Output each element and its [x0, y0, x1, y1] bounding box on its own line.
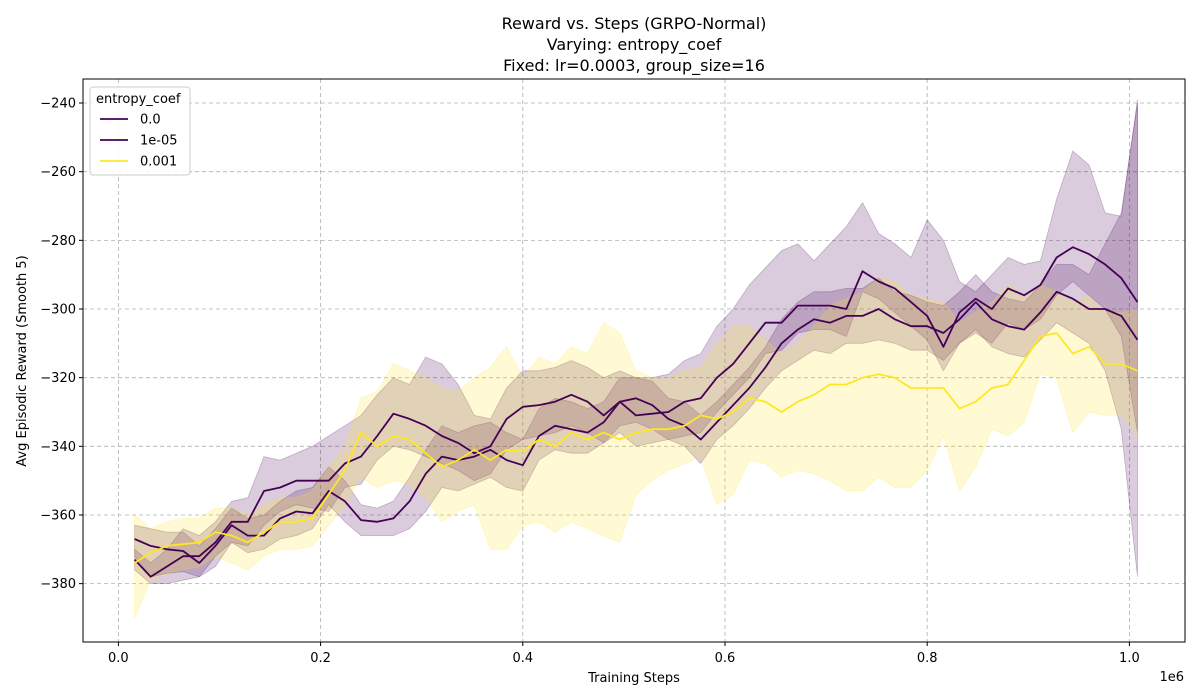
y-tick-label: −380: [40, 577, 76, 592]
legend-label-0: 0.0: [140, 113, 161, 128]
y-tick-label: −360: [40, 508, 76, 523]
x-axis-offset-label: 1e6: [1159, 670, 1184, 685]
x-tick-label: 0.6: [715, 651, 736, 666]
y-tick-label: −260: [40, 165, 76, 180]
legend: entropy_coef 0.0 1e-05 0.001: [89, 86, 191, 176]
y-tick-label: −320: [40, 371, 76, 386]
legend-title: entropy_coef: [96, 92, 181, 107]
legend-label-2: 0.001: [140, 155, 177, 170]
y-tick-label: −240: [40, 97, 76, 112]
title-line-2: Varying: entropy_coef: [547, 35, 722, 55]
x-tick-label: 0.4: [512, 651, 533, 666]
band-series-2: [134, 277, 1138, 619]
series-lines: [133, 246, 1139, 578]
line-series-1: [133, 246, 1139, 578]
line-series-2: [134, 332, 1138, 564]
legend-entries: 0.0 1e-05 0.001: [100, 113, 178, 170]
plot-frame: [82, 78, 1186, 643]
y-axis-ticks: −380 −360 −340 −320 −300 −280 −260 −240: [40, 97, 83, 592]
x-tick-label: 0.8: [917, 651, 938, 666]
band-series-1: [134, 99, 1138, 584]
title-line-1: Reward vs. Steps (GRPO-Normal): [502, 14, 767, 33]
x-tick-label: 1.0: [1119, 651, 1140, 666]
y-tick-label: −300: [40, 303, 76, 318]
x-axis-ticks: 0.0 0.2 0.4 0.6 0.8 1.0: [108, 642, 1140, 666]
chart-title: Reward vs. Steps (GRPO-Normal) Varying: …: [502, 14, 767, 76]
grid-lines: [83, 79, 1185, 642]
legend-box: [89, 86, 191, 176]
band-series-0: [134, 102, 1138, 578]
title-line-3: Fixed: lr=0.0003, group_size=16: [503, 56, 765, 76]
x-axis-label: Training Steps: [587, 671, 680, 686]
y-tick-label: −340: [40, 440, 76, 455]
y-axis-label: Avg Episodic Reward (Smooth 5): [15, 255, 30, 466]
legend-label-1: 1e-05: [140, 134, 178, 149]
x-tick-label: 0.0: [108, 651, 129, 666]
y-tick-label: −280: [40, 234, 76, 249]
line-series-0: [134, 290, 1139, 564]
x-tick-label: 0.2: [310, 651, 331, 666]
confidence-bands: [134, 99, 1138, 619]
